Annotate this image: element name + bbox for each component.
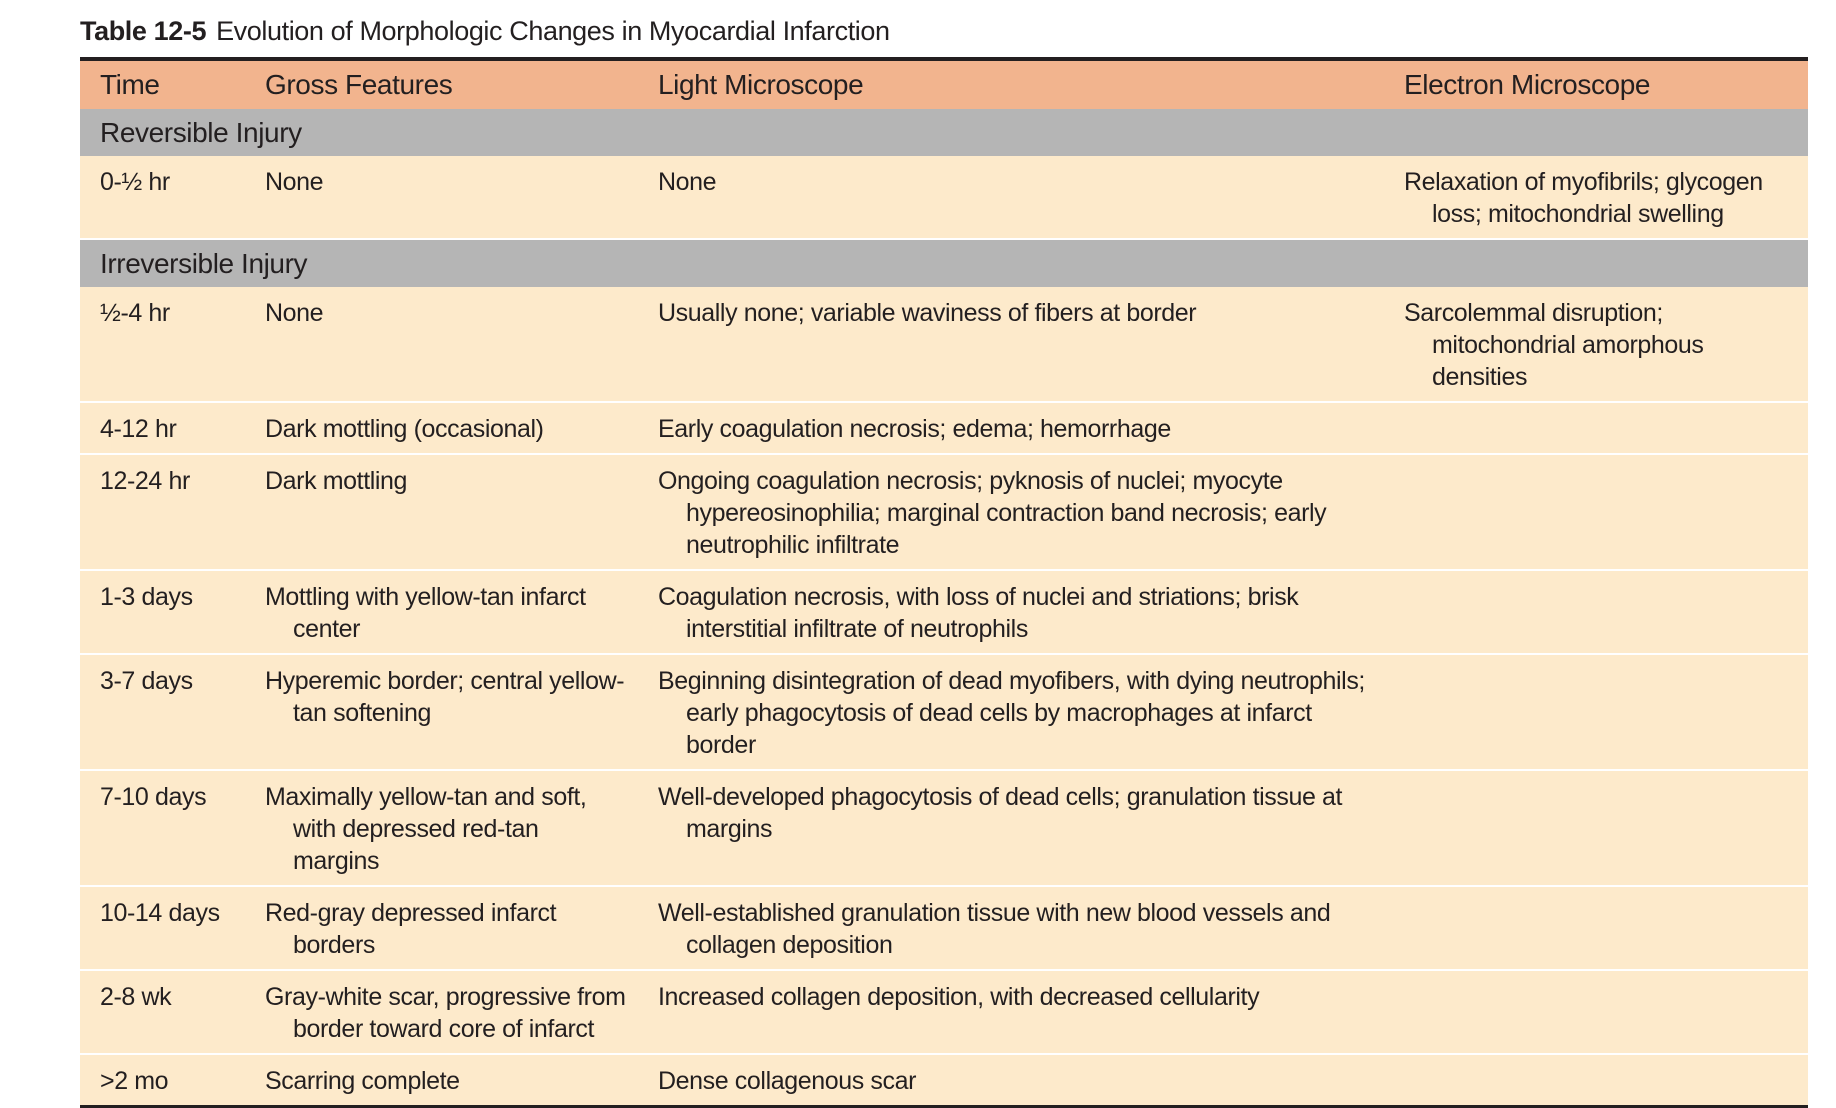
cell-em [1384,570,1808,655]
header-gross-features: Gross Features [245,61,638,109]
cell-em [1384,770,1808,887]
cell-light: Coagulation necrosis, with loss of nucle… [638,570,1384,655]
cell-gross: Scarring complete [245,1054,638,1105]
section-row-reversible: Reversible Injury [80,109,1808,156]
cell-em: Relaxation of myofibrils; glycogen loss;… [1384,156,1808,240]
top-rule [80,57,1808,61]
table-row: 10-14 days Red-gray depressed infarct bo… [80,886,1808,971]
table-row: 7-10 days Maximally yellow-tan and soft,… [80,770,1808,887]
cell-light: Increased collagen deposition, with decr… [638,970,1384,1055]
cell-light: Dense collagenous scar [638,1054,1384,1105]
cell-time: 3-7 days [80,654,245,771]
section-row-irreversible: Irreversible Injury [80,239,1808,287]
cell-time: 0-½ hr [80,156,245,240]
table-document: Table 12-5 Evolution of Morphologic Chang… [80,10,1808,1108]
table-caption: Table 12-5 Evolution of Morphologic Chang… [80,10,1808,52]
cell-em [1384,886,1808,971]
cell-time: 12-24 hr [80,454,245,571]
table-row: ½-4 hr None Usually none; variable wavin… [80,287,1808,403]
cell-time: 7-10 days [80,770,245,887]
table-row: 0-½ hr None None Relaxation of myofibril… [80,156,1808,240]
cell-light: Ongoing coagulation necrosis; pyknosis o… [638,454,1384,571]
section-label: Reversible Injury [80,109,1808,156]
cell-light: Well-established granulation tissue with… [638,886,1384,971]
cell-light: Early coagulation necrosis; edema; hemor… [638,402,1384,455]
table-row: 4-12 hr Dark mottling (occasional) Early… [80,402,1808,455]
cell-gross: Hyperemic border; central yellow-tan sof… [245,654,638,771]
cell-time: 1-3 days [80,570,245,655]
cell-gross: Mottling with yellow-tan infarct center [245,570,638,655]
cell-time: >2 mo [80,1054,245,1105]
cell-em [1384,1054,1808,1105]
cell-time: ½-4 hr [80,287,245,403]
morphologic-changes-table: Time Gross Features Light Microscope Ele… [80,61,1808,1105]
cell-em [1384,454,1808,571]
table-row: 12-24 hr Dark mottling Ongoing coagulati… [80,454,1808,571]
cell-em: Sarcolemmal disruption; mitochondrial am… [1384,287,1808,403]
cell-em [1384,654,1808,771]
cell-light: Usually none; variable waviness of fiber… [638,287,1384,403]
cell-em [1384,970,1808,1055]
cell-time: 2-8 wk [80,970,245,1055]
cell-light: Beginning disintegration of dead myofibe… [638,654,1384,771]
header-row: Time Gross Features Light Microscope Ele… [80,61,1808,109]
table-title: Evolution of Morphologic Changes in Myoc… [216,16,890,46]
cell-time: 10-14 days [80,886,245,971]
table-number: Table 12-5 [80,16,207,46]
header-time: Time [80,61,245,109]
table-row: 3-7 days Hyperemic border; central yello… [80,654,1808,771]
cell-gross: Dark mottling [245,454,638,571]
cell-gross: None [245,156,638,240]
cell-light: Well-developed phagocytosis of dead cell… [638,770,1384,887]
cell-gross: Gray-white scar, progressive from border… [245,970,638,1055]
cell-gross: Dark mottling (occasional) [245,402,638,455]
header-electron-microscope: Electron Microscope [1384,61,1808,109]
cell-time: 4-12 hr [80,402,245,455]
cell-gross: None [245,287,638,403]
section-label: Irreversible Injury [80,239,1808,287]
header-light-microscope: Light Microscope [638,61,1384,109]
table-row: >2 mo Scarring complete Dense collagenou… [80,1054,1808,1105]
cell-em [1384,402,1808,455]
table-row: 2-8 wk Gray-white scar, progressive from… [80,970,1808,1055]
table-row: 1-3 days Mottling with yellow-tan infarc… [80,570,1808,655]
cell-gross: Maximally yellow-tan and soft, with depr… [245,770,638,887]
cell-light: None [638,156,1384,240]
cell-gross: Red-gray depressed infarct borders [245,886,638,971]
